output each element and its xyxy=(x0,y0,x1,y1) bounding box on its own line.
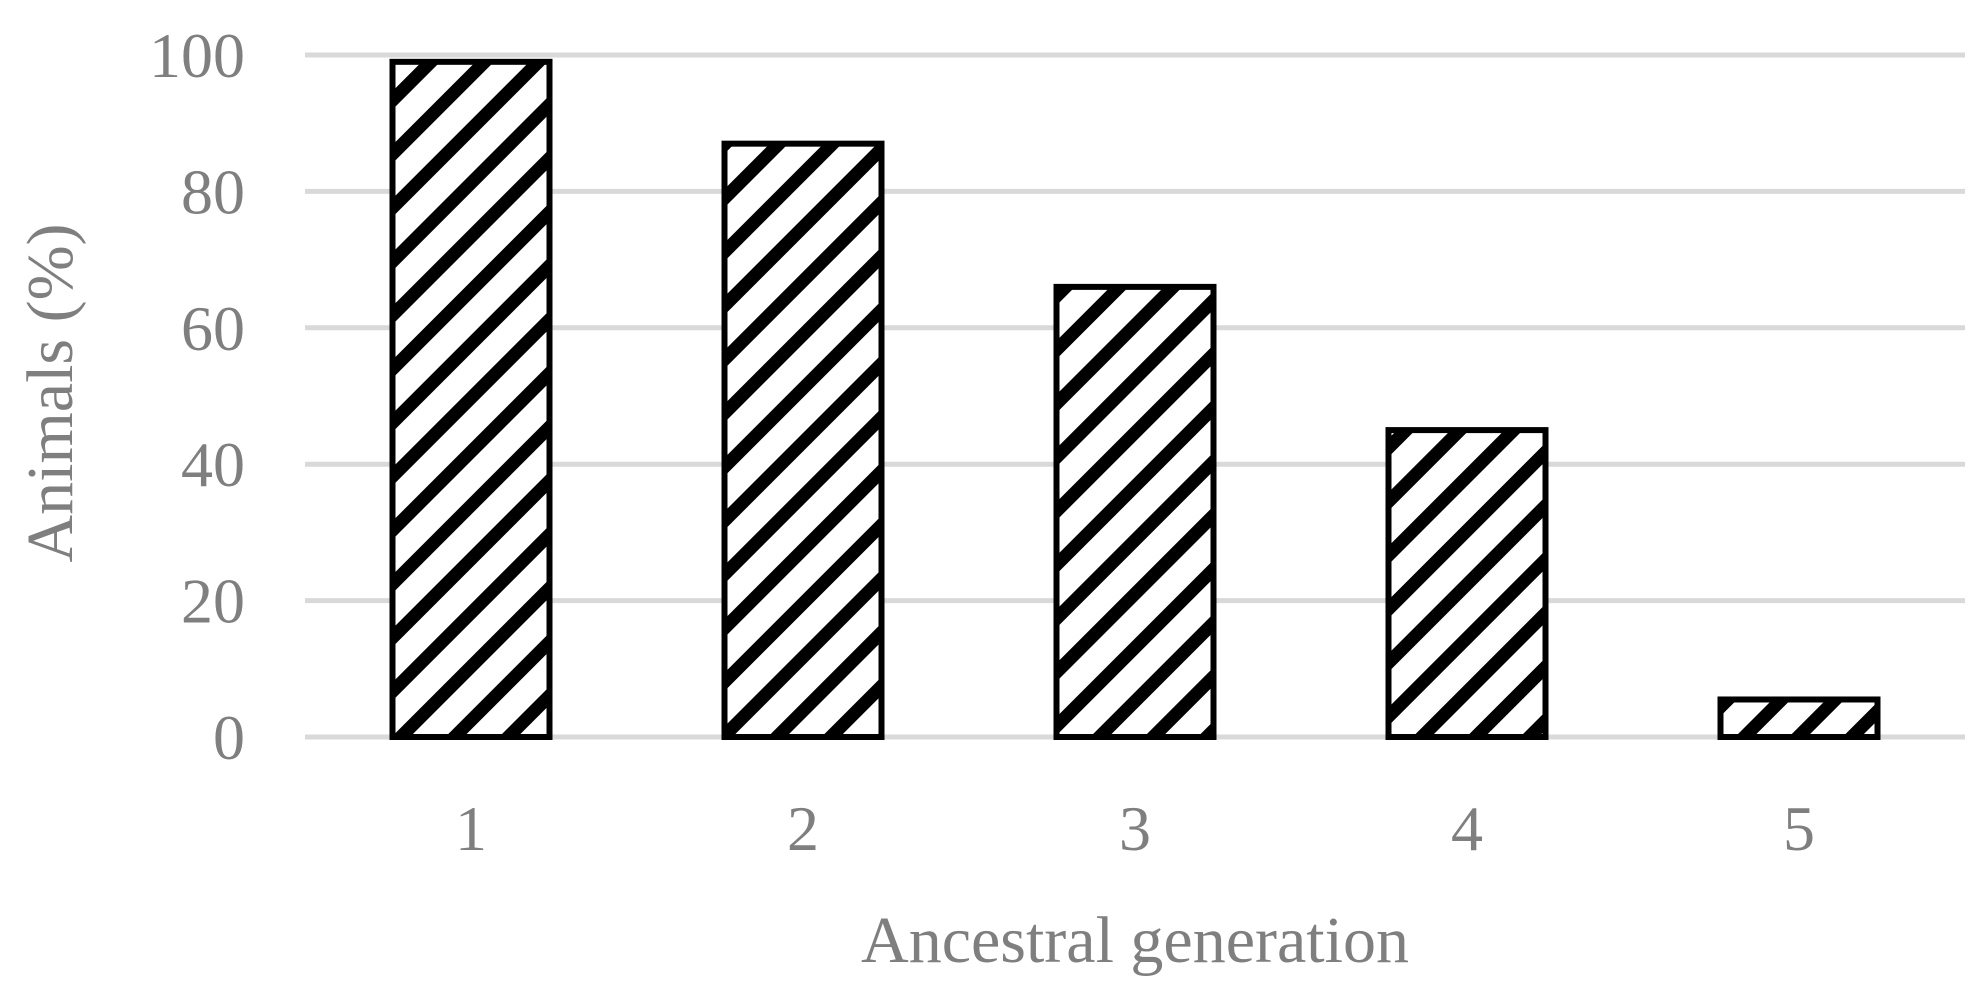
y-tick-labels: 0 20 40 60 80 100 xyxy=(149,20,245,773)
y-tick-label: 100 xyxy=(149,20,245,91)
bar-generation-2 xyxy=(721,140,885,741)
x-tick-label: 3 xyxy=(1119,793,1151,864)
x-tick-label: 2 xyxy=(787,793,819,864)
bar-generation-1 xyxy=(389,58,553,740)
x-axis-label: Ancestral generation xyxy=(861,904,1409,977)
y-axis-label: Animals (%) xyxy=(14,223,87,562)
y-tick-label: 60 xyxy=(181,293,245,364)
x-tick-labels: 1 2 3 4 5 xyxy=(455,793,1815,864)
x-tick-label: 1 xyxy=(455,793,487,864)
y-tick-label: 40 xyxy=(181,429,245,500)
bar-generation-3 xyxy=(1053,283,1217,740)
bar-generation-5 xyxy=(1717,696,1881,740)
y-tick-label: 80 xyxy=(181,156,245,227)
y-tick-label: 20 xyxy=(181,566,245,637)
bar-generation-4 xyxy=(1385,427,1549,740)
y-tick-label: 0 xyxy=(213,702,245,773)
bars xyxy=(389,58,1881,741)
x-tick-label: 5 xyxy=(1783,793,1815,864)
x-tick-label: 4 xyxy=(1451,793,1483,864)
